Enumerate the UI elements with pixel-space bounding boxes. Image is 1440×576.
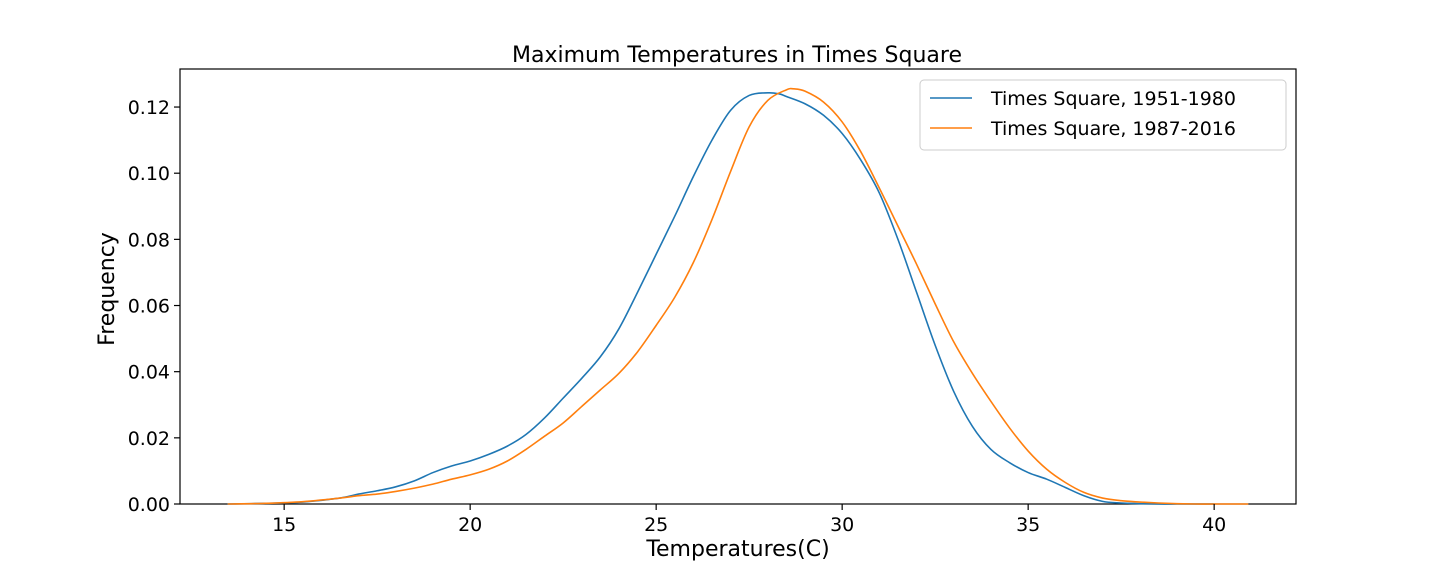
y-axis: 0.00 0.02 0.04 0.06 0.08 0.10 0.12 (128, 97, 180, 516)
y-tick-label: 0.10 (128, 163, 170, 185)
legend-label-1951-1980: Times Square, 1951-1980 (990, 88, 1236, 110)
y-tick-label: 0.04 (128, 362, 170, 384)
y-tick-label: 0.00 (128, 494, 170, 516)
legend-box (919, 79, 1287, 151)
series-line-1951-1980 (227, 91, 1215, 505)
y-tick-label: 0.02 (128, 428, 170, 450)
x-tick-label: 15 (272, 514, 296, 536)
x-tick-label: 20 (458, 514, 482, 536)
y-axis-label: Frequency (95, 232, 120, 346)
series-line-1987-2016 (227, 87, 1249, 505)
legend: Times Square, 1951-1980 Times Square, 19… (919, 79, 1287, 151)
x-tick-label: 40 (1202, 514, 1226, 536)
x-axis: 15 20 25 30 35 40 (272, 504, 1226, 536)
y-tick-label: 0.12 (128, 97, 170, 119)
y-tick-label: 0.08 (128, 229, 170, 251)
x-tick-label: 35 (1016, 514, 1040, 536)
axes-frame (179, 68, 1297, 505)
chart-title: Maximum Temperatures in Times Square (512, 43, 962, 68)
x-axis-label: Temperatures(C) (645, 537, 829, 562)
series-layer (227, 87, 1249, 505)
y-tick-label: 0.06 (128, 296, 170, 318)
x-tick-label: 25 (644, 514, 668, 536)
legend-label-1987-2016: Times Square, 1987-2016 (990, 118, 1236, 140)
plot-area (179, 68, 1297, 505)
x-tick-label: 30 (830, 514, 854, 536)
